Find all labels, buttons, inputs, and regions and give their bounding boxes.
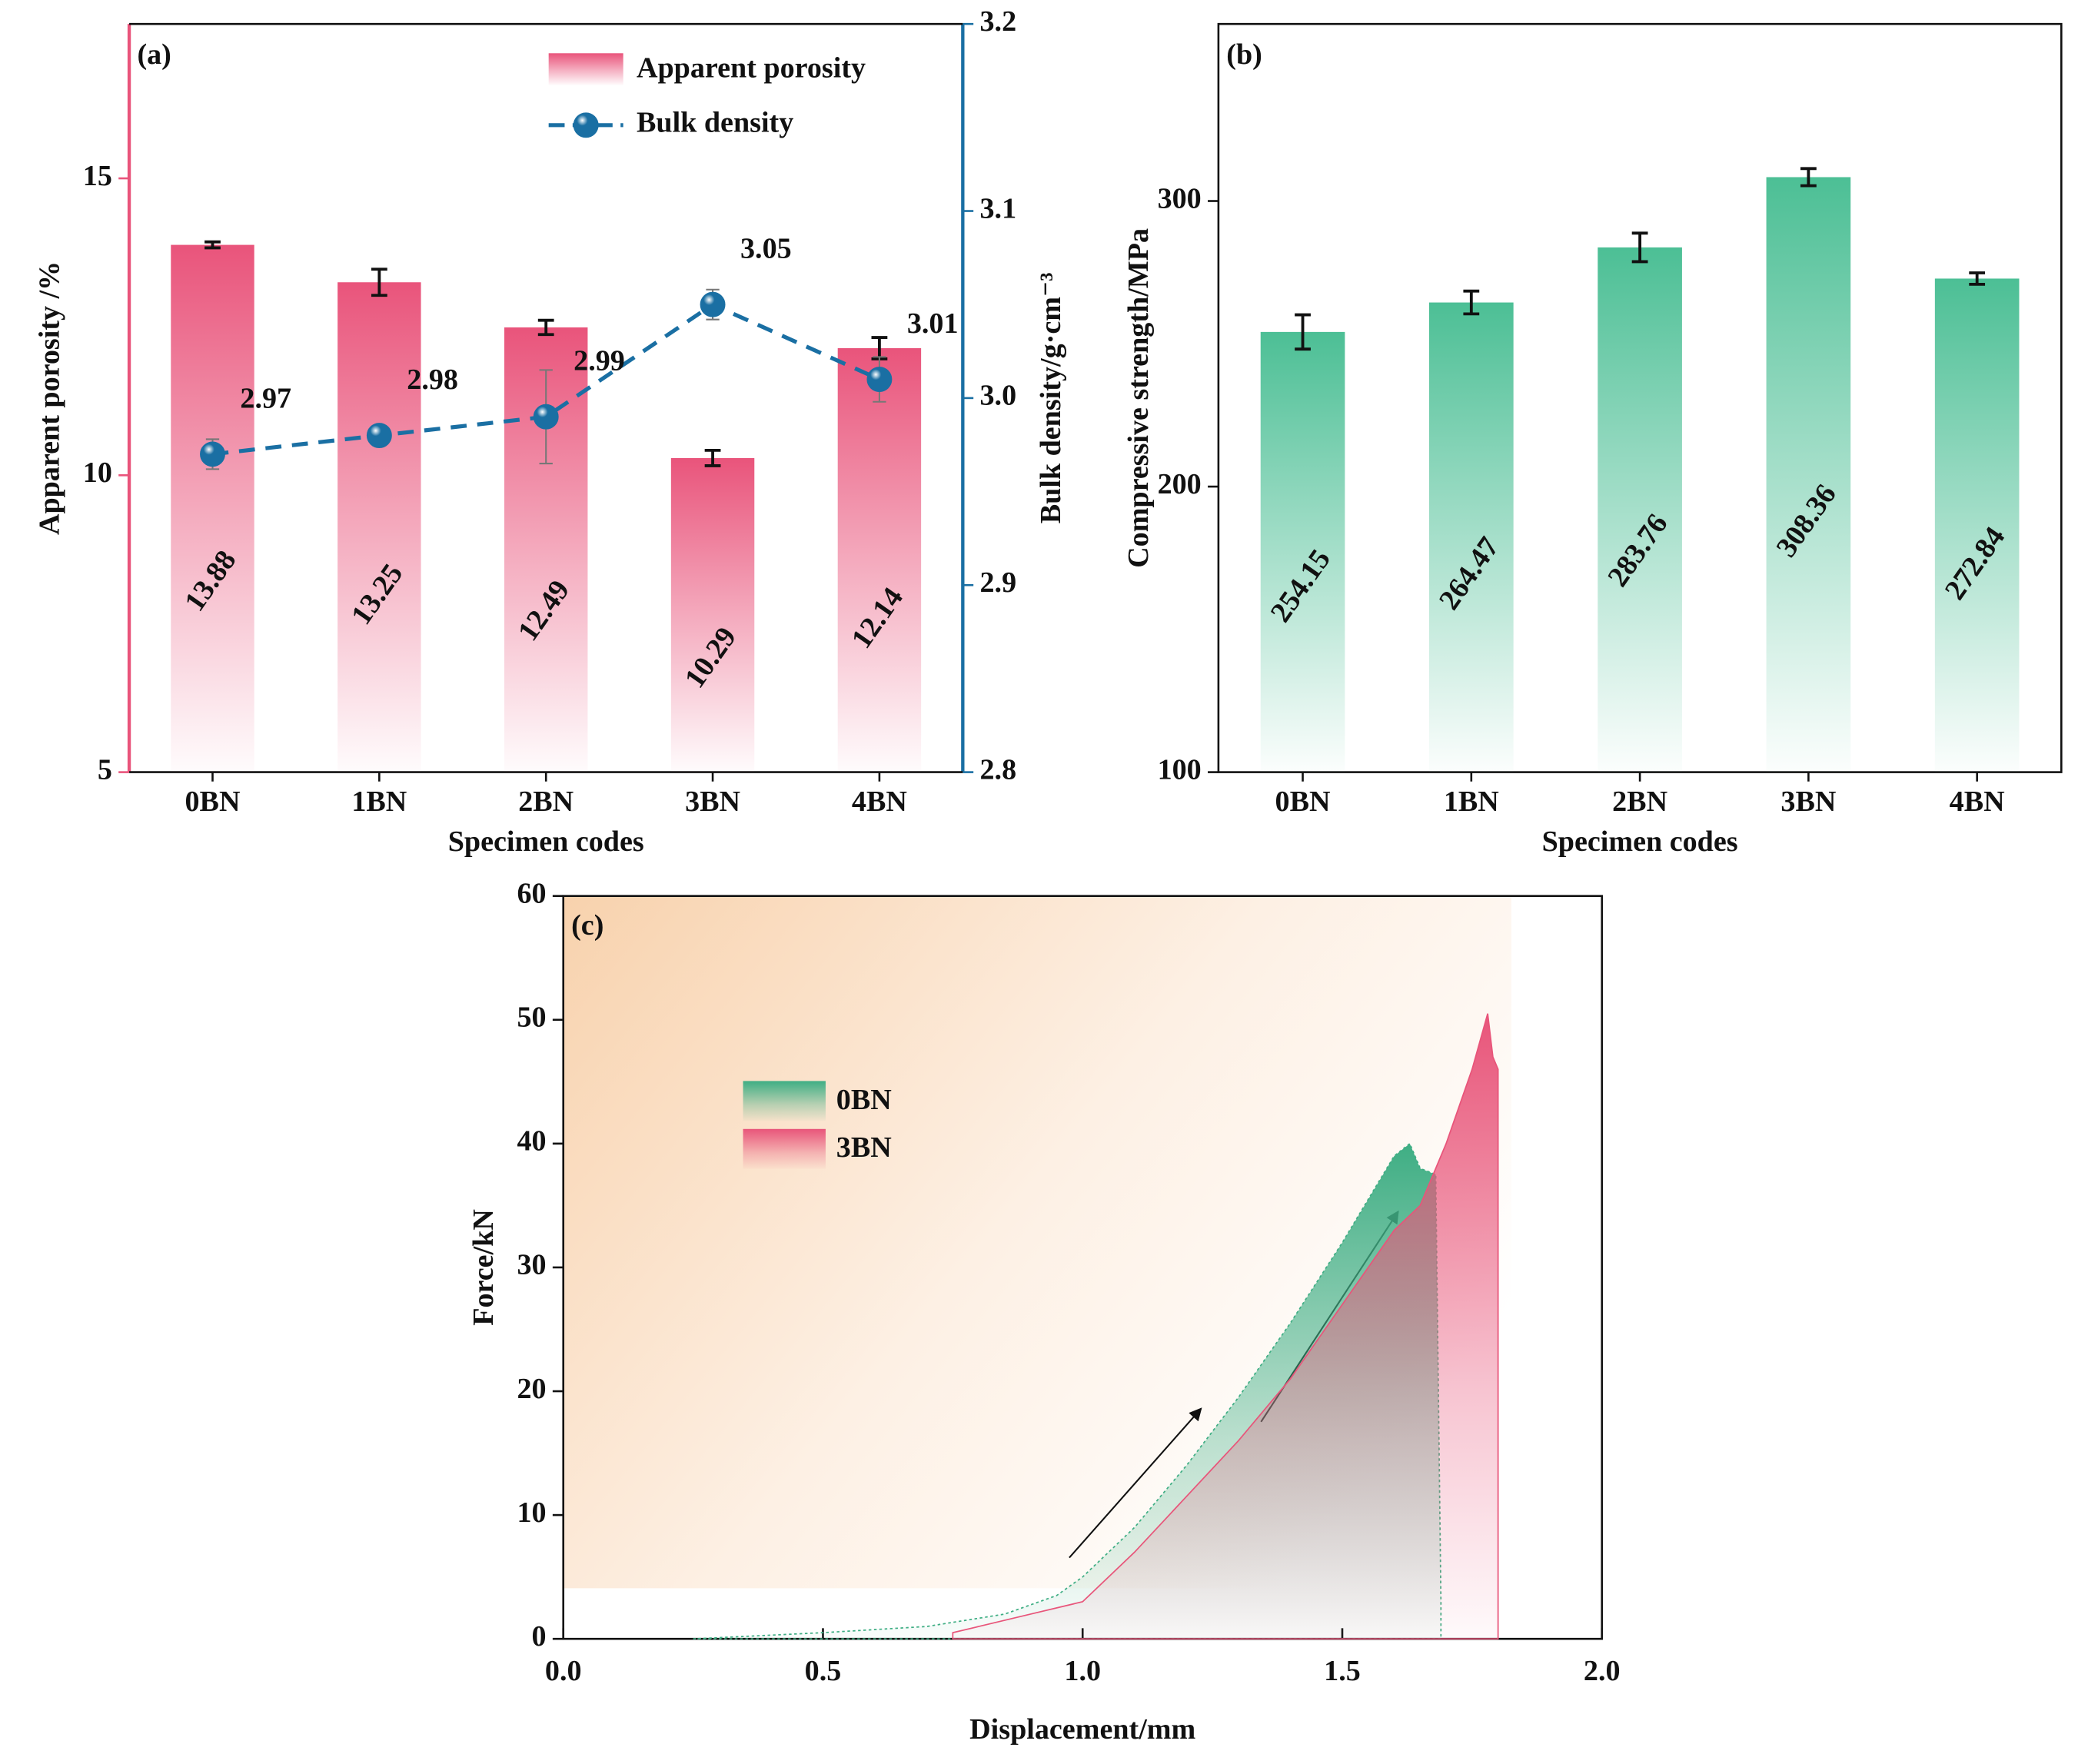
arrow [1069, 1407, 1202, 1559]
y-axis-title: Apparent porosity /% [33, 261, 65, 535]
legend-label: 0BN [836, 1084, 892, 1116]
x-tick-label: 4BN [852, 786, 907, 818]
y-tick-label: 30 [517, 1249, 546, 1281]
y-tick-label: 40 [517, 1125, 546, 1158]
bar [1934, 278, 2020, 772]
y-tick-label: 10 [517, 1497, 546, 1529]
error-bar [371, 267, 387, 297]
bar [1766, 177, 1851, 772]
x-tick-label: 1.0 [1064, 1655, 1101, 1687]
y-tick-label: 300 [1158, 182, 1202, 214]
legend-marker [573, 112, 599, 138]
point [866, 367, 893, 393]
x-tick-label: 2BN [518, 786, 574, 818]
panel-label: (b) [1226, 38, 1262, 71]
x-tick-label: 3BN [1780, 786, 1836, 818]
value-label: 2.99 [574, 345, 625, 377]
y-tick-label: 3.0 [980, 380, 1017, 412]
x-tick-label: 0.5 [805, 1655, 842, 1687]
point [533, 404, 559, 430]
x-tick-label: 2.0 [1584, 1655, 1621, 1687]
bar [337, 282, 421, 772]
y-tick-label: 10 [83, 457, 112, 489]
y-tick-label: 50 [517, 1002, 546, 1034]
y-tick-label: 3.2 [980, 5, 1017, 38]
panel-label: (c) [571, 909, 603, 942]
x-tick-label: 0.0 [545, 1655, 582, 1687]
y2-axis-title: Bulk density/g·cm⁻³ [1035, 272, 1067, 523]
bar [171, 244, 254, 772]
bar [670, 457, 755, 772]
value-label: 2.98 [407, 364, 458, 396]
error-bar [204, 240, 221, 250]
x-axis-title: Displacement/mm [969, 1713, 1195, 1746]
point [200, 441, 225, 467]
legend-swatch [743, 1081, 826, 1121]
area [952, 1013, 1499, 1640]
point [366, 423, 392, 449]
y-axis-title: Force/kN [467, 1209, 500, 1326]
x-tick-label: 1.5 [1324, 1655, 1361, 1687]
y-tick-label: 0 [532, 1620, 547, 1653]
y-tick-label: 5 [98, 753, 112, 786]
error-bar [537, 318, 554, 337]
bar [837, 347, 922, 772]
y-tick-label: 200 [1158, 468, 1202, 500]
bar [1260, 331, 1345, 772]
x-axis-title: Specimen codes [1542, 826, 1738, 858]
x-tick-label: 0BN [185, 786, 241, 818]
x-tick-label: 0BN [1275, 786, 1331, 818]
panel-label: (a) [137, 38, 171, 71]
value-label: 2.97 [240, 382, 291, 414]
y-tick-label: 100 [1158, 753, 1202, 786]
legend-label: Bulk density [637, 107, 793, 139]
bar [1429, 302, 1514, 772]
y-tick-label: 60 [517, 877, 546, 909]
x-tick-label: 2BN [1612, 786, 1667, 818]
legend-swatch [548, 53, 623, 85]
bar [1598, 247, 1682, 772]
x-tick-label: 1BN [351, 786, 407, 818]
error-bar [1295, 313, 1311, 351]
value-label: 3.01 [907, 307, 959, 340]
x-tick-label: 1BN [1444, 786, 1499, 818]
y-tick-label: 2.8 [980, 753, 1017, 786]
legend-swatch [743, 1128, 826, 1169]
error-bar [1631, 231, 1648, 264]
error-bar [1800, 167, 1817, 188]
y-tick-label: 15 [83, 160, 112, 192]
y-tick-label: 2.9 [980, 566, 1017, 599]
point [700, 291, 726, 317]
y-tick-label: 20 [517, 1373, 546, 1405]
y-axis-title: Compressive strength/MPa [1122, 228, 1155, 568]
legend-label: 3BN [836, 1131, 892, 1164]
x-tick-label: 4BN [1950, 786, 2005, 818]
error-bar [704, 448, 721, 467]
x-axis-title: Specimen codes [448, 826, 644, 858]
error-bar [1463, 289, 1480, 316]
x-tick-label: 3BN [685, 786, 740, 818]
value-label: 3.05 [740, 233, 792, 265]
y-tick-label: 3.1 [980, 192, 1017, 224]
legend-label: Apparent porosity [637, 52, 866, 85]
error-bar [1969, 271, 1986, 286]
